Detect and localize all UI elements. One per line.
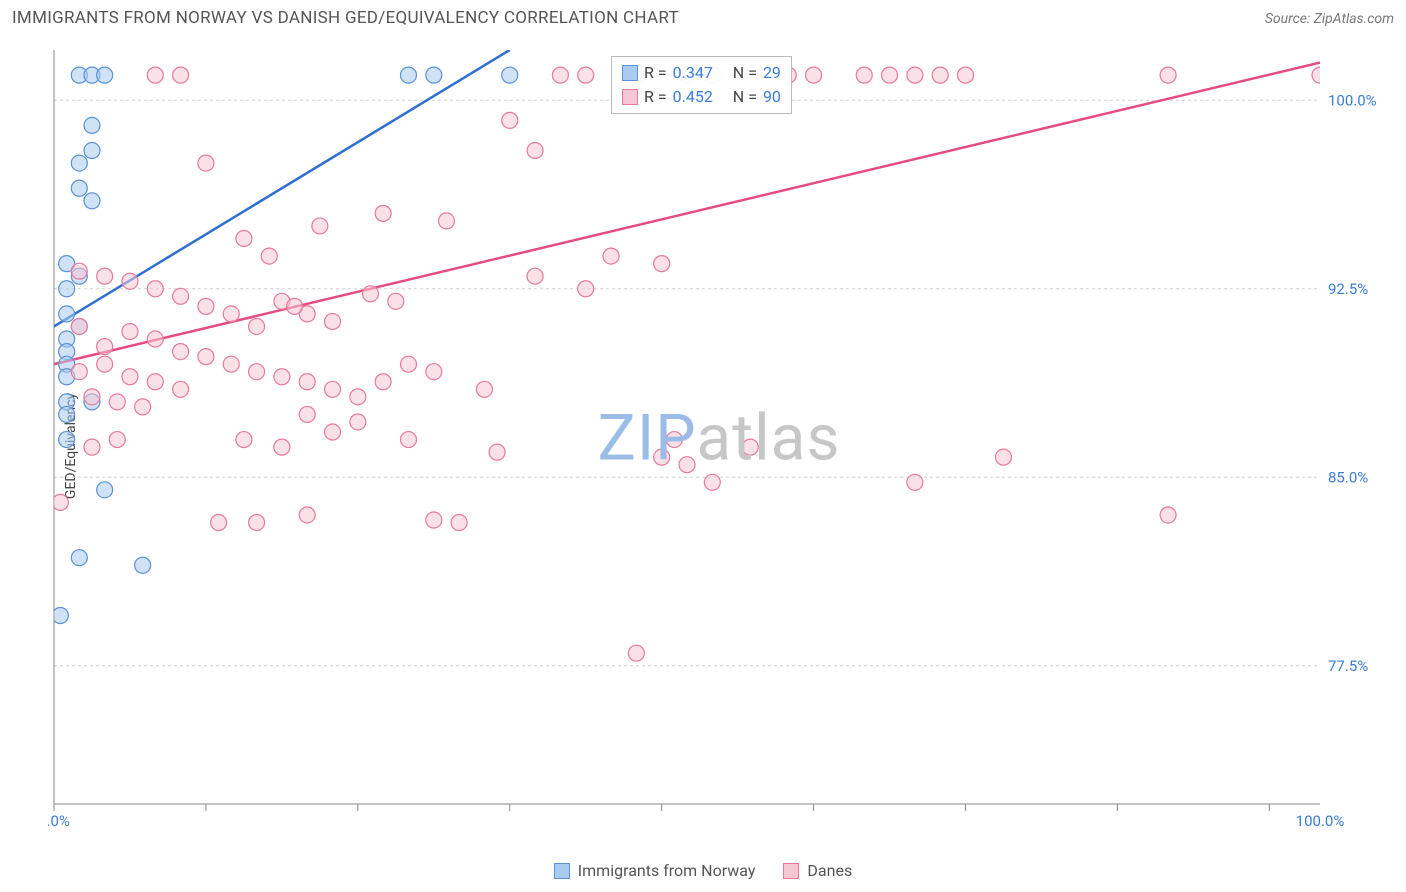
svg-text:0.0%: 0.0%: [48, 812, 70, 830]
chart-title: IMMIGRANTS FROM NORWAY VS DANISH GED/EQU…: [12, 8, 679, 28]
legend-row: R = 0.452 N = 90: [622, 85, 781, 109]
svg-text:100.0%: 100.0%: [1328, 91, 1377, 109]
svg-text:77.5%: 77.5%: [1328, 657, 1368, 675]
plot-area: 77.5%85.0%92.5%100.0%0.0%100.0% ZIPatlas…: [48, 44, 1390, 832]
series-legend-item: Immigrants from Norway: [554, 861, 756, 880]
svg-text:92.5%: 92.5%: [1328, 280, 1368, 298]
svg-text:100.0%: 100.0%: [1296, 812, 1345, 830]
correlation-legend: R = 0.347 N = 29R = 0.452 N = 90: [611, 56, 792, 114]
source-attribution: Source: ZipAtlas.com: [1265, 11, 1394, 27]
series-legend-item: Danes: [783, 861, 852, 880]
series-legend: Immigrants from Norway Danes: [0, 861, 1406, 880]
svg-text:85.0%: 85.0%: [1328, 468, 1368, 486]
legend-row: R = 0.347 N = 29: [622, 61, 781, 85]
